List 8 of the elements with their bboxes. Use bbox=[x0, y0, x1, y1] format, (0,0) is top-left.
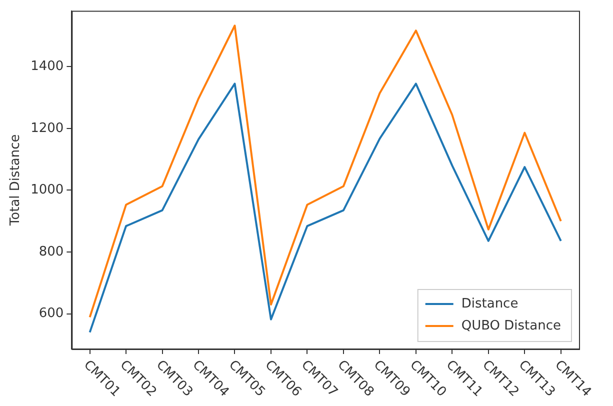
legend-label: QUBO Distance bbox=[461, 318, 562, 334]
y-tick-label: 1000 bbox=[30, 182, 64, 198]
y-tick-label: 1400 bbox=[30, 59, 64, 74]
y-tick-label: 1200 bbox=[30, 120, 64, 136]
y-tick-label: 600 bbox=[38, 306, 64, 322]
y-axis-title: Total Distance bbox=[8, 134, 24, 227]
y-tick-label: 800 bbox=[38, 244, 64, 260]
legend-label: Distance bbox=[461, 296, 518, 312]
